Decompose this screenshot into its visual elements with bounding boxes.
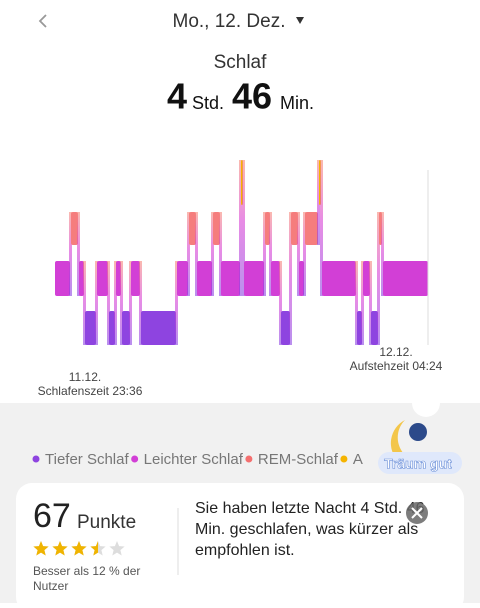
transition [279,261,282,345]
transition [77,212,80,296]
transition [69,212,72,296]
transition [195,212,198,296]
transition [219,212,222,296]
sleep-segment [131,261,140,296]
stars [33,541,125,556]
sleep-segment [122,311,130,345]
legend: Tiefer Schlaf Leichter Schlaf REM-Schlaf A [32,451,363,468]
date[interactable]: Mo., 12. Dez. [173,11,286,32]
transition [361,261,364,345]
transition [355,261,358,345]
score-value: 67 [33,497,71,535]
sleep-segment [189,212,196,245]
sleep-segment [71,212,78,245]
legend-label: REM-Schlaf [258,451,339,468]
sleep-segment [305,212,318,245]
legend-dot [245,455,253,463]
sleep-segment [55,261,70,296]
transition [139,261,142,345]
sleep-segment [299,261,304,296]
minutes-unit: Min. [280,93,314,113]
minutes: 46 [232,76,272,117]
sleep-segment [281,311,290,345]
score-card [16,483,464,608]
transition [269,212,272,296]
star-filled [71,541,87,556]
sleep-segment [97,261,108,296]
star-empty [109,541,125,556]
transition [107,261,110,345]
transition [317,160,320,245]
legend-label: A [353,451,363,468]
sleep-segment [322,261,356,296]
banner[interactable]: Träum gut [378,389,462,474]
start-date: 11.12. [69,370,101,384]
sleep-segment [383,261,428,296]
hours: 4 [167,76,187,117]
transition [369,261,372,345]
transition [95,261,98,345]
sleep-segment [371,311,378,345]
sleep-segment [177,261,188,296]
sleep-segment [271,261,280,296]
transition [120,261,123,345]
transition [297,212,300,296]
star-filled [33,541,49,556]
sleep-segment [221,261,240,296]
sleep-segment [79,261,84,296]
sleep-segment [85,311,96,345]
sleep-segment [363,261,370,296]
start-label: Schlafenszeit 23:36 [38,384,143,398]
transition [242,160,245,296]
sleep-segment [213,212,220,245]
star-filled [90,541,98,556]
transition [239,160,242,296]
end-date: 12.12. [379,345,412,359]
back-button[interactable] [38,14,47,28]
transition [187,212,190,296]
transition [83,261,86,345]
hypnogram [55,160,428,345]
comparison: Besser als 12 % der Nutzer [33,564,140,593]
transition [114,261,117,345]
transition [303,212,306,296]
legend-label: Leichter Schlaf [144,451,244,468]
message: Sie haben letzte Nacht 4 Std. 46 Min. ges… [195,500,425,559]
banner-text: Träum gut [384,456,452,472]
legend-label: Tiefer Schlaf [45,451,129,468]
transition [263,212,266,296]
transition [211,212,214,296]
legend-dot [32,455,40,463]
transition [175,261,178,345]
transition [381,212,384,296]
star-filled [52,541,68,556]
sleep-segment [265,212,270,245]
transition [289,212,292,345]
close-button[interactable] [406,502,428,524]
end-label: Aufstehzeit 04:24 [350,359,443,373]
sleep-segment [291,212,298,245]
transition [320,160,323,296]
legend-dot [131,455,139,463]
sleep-segment [141,311,176,345]
transition [377,212,380,345]
sleep-segment [109,311,115,345]
score-unit: Punkte [77,512,136,533]
sleep-segment [357,311,362,345]
hours-unit: Std. [192,93,224,113]
sleep-segment [116,261,121,296]
title: Schlaf [214,52,268,73]
dropdown-arrow[interactable] [296,17,304,24]
sleep-segment [244,261,264,296]
sleep-segment [197,261,212,296]
legend-dot [340,455,348,463]
transition [129,261,132,345]
